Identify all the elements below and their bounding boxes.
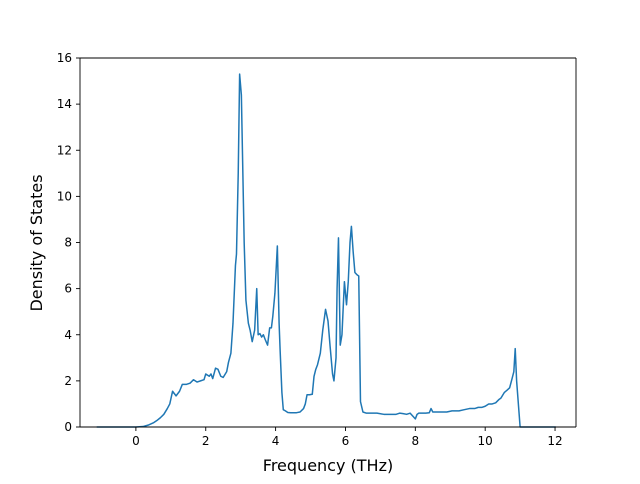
x-tick-label: 2 bbox=[202, 434, 210, 448]
y-axis-label: Density of States bbox=[27, 174, 46, 311]
y-axis-ticks: 0 2 4 6 8 10 12 14 16 bbox=[57, 51, 80, 434]
y-tick-label: 16 bbox=[57, 51, 72, 65]
x-tick-label: 8 bbox=[412, 434, 420, 448]
y-tick-label: 12 bbox=[57, 143, 72, 157]
x-tick-label: 10 bbox=[478, 434, 493, 448]
x-tick-label: 4 bbox=[272, 434, 280, 448]
y-tick-label: 4 bbox=[64, 328, 72, 342]
y-tick-label: 10 bbox=[57, 189, 72, 203]
x-tick-label: 6 bbox=[342, 434, 350, 448]
y-tick-label: 0 bbox=[64, 420, 72, 434]
x-axis-label: Frequency (THz) bbox=[263, 456, 393, 475]
y-tick-label: 14 bbox=[57, 97, 72, 111]
x-axis-ticks: 0 2 4 6 8 10 12 bbox=[132, 427, 563, 448]
x-tick-label: 0 bbox=[132, 434, 140, 448]
y-tick-label: 8 bbox=[64, 236, 72, 250]
y-tick-label: 6 bbox=[64, 282, 72, 296]
series-line-0 bbox=[96, 73, 556, 428]
x-tick-label: 12 bbox=[547, 434, 562, 448]
data-layer bbox=[96, 73, 556, 428]
y-tick-label: 2 bbox=[64, 374, 72, 388]
